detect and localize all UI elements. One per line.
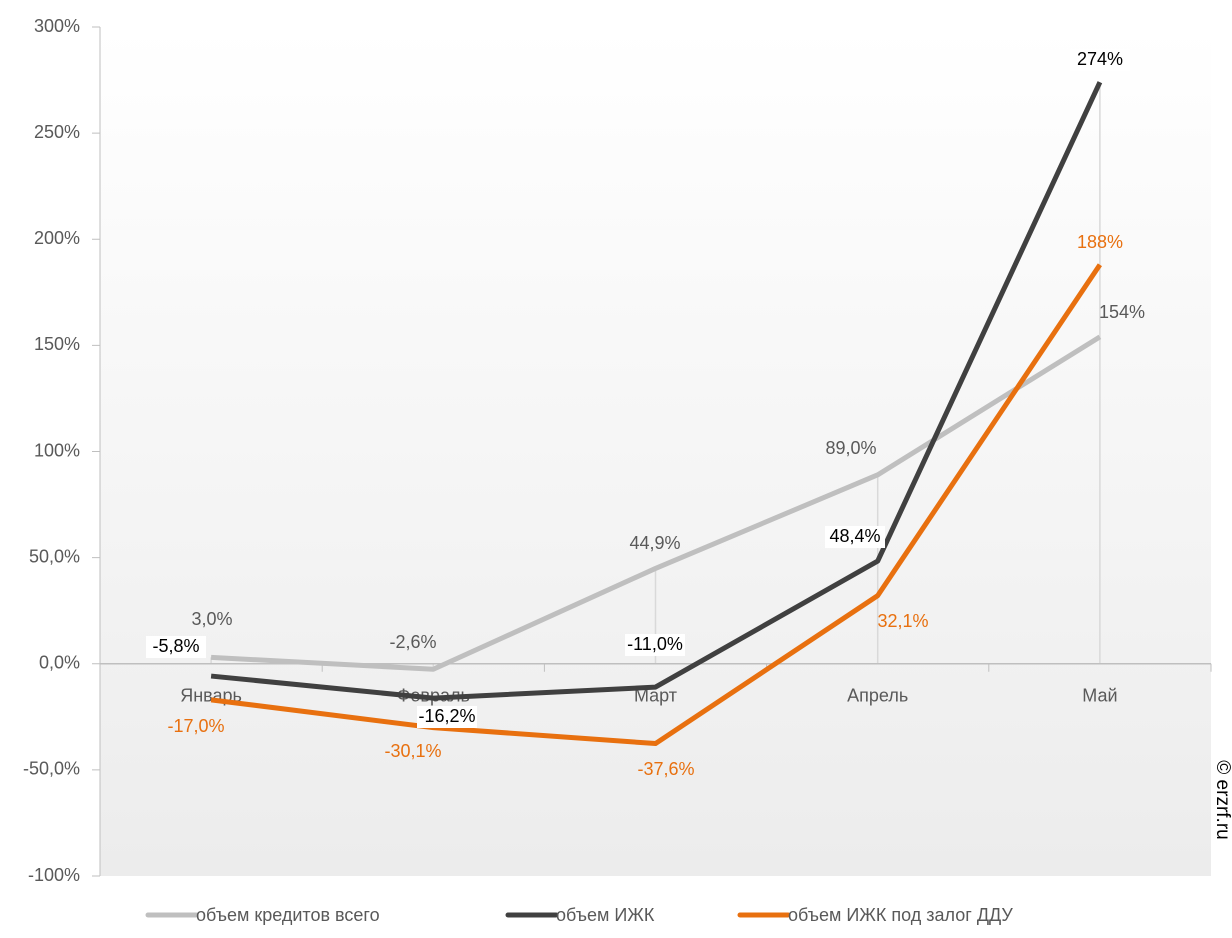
y-tick-label: -100% — [28, 865, 80, 885]
data-label: 44,9% — [629, 533, 680, 553]
label-bg — [146, 636, 206, 658]
y-tick-label: 50,0% — [29, 546, 80, 566]
plot-area — [100, 27, 1211, 876]
y-tick-label: 0,0% — [39, 653, 80, 673]
legend-label: объем ИЖК — [556, 905, 655, 925]
data-label: -16,2% — [418, 706, 475, 726]
data-label: 89,0% — [825, 438, 876, 458]
data-label: -37,6% — [637, 759, 694, 779]
data-label: -11,0% — [627, 634, 683, 654]
x-tick-label: Март — [634, 686, 677, 706]
data-label: 154% — [1099, 302, 1145, 322]
line-series — [210, 81, 1103, 701]
label-bg — [1070, 49, 1130, 71]
x-tick-label: Май — [1082, 686, 1117, 706]
data-label: 274% — [1077, 49, 1123, 69]
data-label: -30,1% — [384, 741, 441, 761]
data-label: -17,0% — [167, 716, 224, 736]
watermark: © erzrf.ru — [1212, 760, 1232, 839]
data-label: 48,4% — [829, 526, 880, 546]
x-tick-label: Апрель — [847, 686, 908, 706]
y-tick-label: 100% — [34, 440, 80, 460]
label-bg — [625, 634, 685, 656]
label-bg — [825, 526, 885, 548]
line-series — [210, 334, 1102, 672]
line-series — [210, 263, 1102, 747]
label-bg — [417, 706, 477, 728]
legend-label: объем кредитов всего — [196, 905, 380, 925]
data-label: 188% — [1077, 232, 1123, 252]
data-label: 3,0% — [191, 609, 232, 629]
y-tick-label: 300% — [34, 16, 80, 36]
data-label: -2,6% — [389, 632, 436, 652]
y-tick-label: 250% — [34, 122, 80, 142]
data-label: 32,1% — [877, 611, 928, 631]
y-tick-label: -50,0% — [23, 759, 80, 779]
legend-label: объем ИЖК под залог ДДУ — [788, 905, 1013, 925]
y-tick-label: 200% — [34, 228, 80, 248]
x-tick-label: Февраль — [397, 686, 470, 706]
y-tick-label: 150% — [34, 334, 80, 354]
data-label: -5,8% — [152, 636, 199, 656]
